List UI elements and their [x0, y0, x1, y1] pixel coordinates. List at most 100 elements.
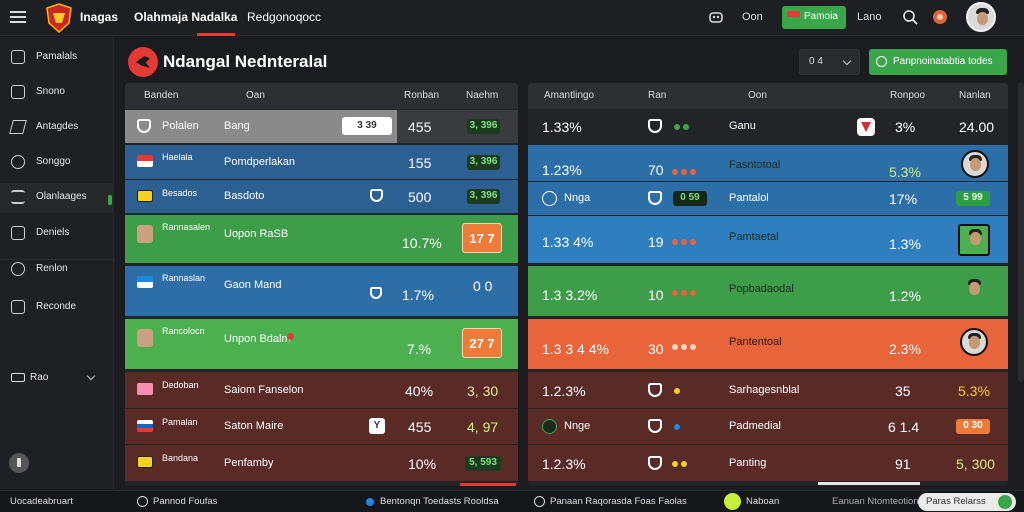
row-odds: 1.33% [542, 119, 582, 135]
table-row[interactable]: 1.3 3 4 4% 30 Pantentoal 2.3% [528, 319, 1008, 369]
row-team: Unpon Bdalm [224, 333, 291, 345]
top-bar: Inagas Olahmaja Nadalka Redgonoqocc Oon … [0, 0, 1024, 36]
sidebar-item-label: Renlon [36, 263, 68, 274]
flag-icon [137, 190, 153, 202]
row-name: Pamalan [162, 417, 198, 427]
settings-toggle[interactable]: Rao [0, 369, 114, 389]
table-header: Amantlingo Ran Oon Ronpoo Nanlan [528, 83, 1008, 109]
sidebar-item-7[interactable]: Renlon [0, 255, 114, 285]
flag-icon [787, 11, 800, 23]
table-row[interactable]: 1.33 4% 19 Pamtaetal 1.3% [528, 216, 1008, 263]
filter-select[interactable]: 0 4 [799, 49, 860, 75]
table-row[interactable]: Rancolocn Unpon Bdalm 7.% 27 7 [125, 319, 518, 369]
table-row[interactable]: Bandana Penfamby 10% 5, 593 [125, 445, 518, 481]
chat-icon [534, 496, 545, 507]
gamepad-icon[interactable] [708, 9, 724, 25]
row-score: 3, 396 [467, 189, 500, 204]
scrollbar[interactable] [1018, 82, 1024, 382]
footer-label: Uocadeabruart [10, 496, 73, 507]
row-pct: 1.3% [889, 236, 921, 252]
shield-icon [370, 189, 383, 202]
column-header: Ronban [404, 90, 440, 101]
top-link-lano[interactable]: Lano [857, 11, 882, 23]
sidebar-item-label: Songgo [36, 156, 71, 167]
row-pct: 91 [895, 456, 911, 472]
nav-link-main[interactable]: Olahmaja Nadalka [134, 10, 238, 24]
progress-indicator [460, 483, 516, 486]
right-table: Amantlingo Ran Oon Ronpoo Nanlan 1.33% G… [528, 83, 1008, 486]
footer-button-label: Paras Relarss [926, 496, 986, 507]
footer-input-text[interactable]: Eanuan Ntomteotion [832, 496, 919, 507]
sidebar-item-8[interactable]: Reconde [0, 293, 114, 323]
nav-link-secondary[interactable]: Redgonoqocc [247, 10, 322, 24]
row-odds: Nnge [564, 420, 591, 432]
flag-icon [137, 276, 153, 288]
row-score: 17 7 [462, 223, 502, 253]
footer-link[interactable]: Bentonqn Toedasts Rooldsa [380, 496, 499, 507]
status-icon [724, 493, 741, 510]
row-name: Dedoban [162, 380, 199, 390]
search-icon[interactable] [902, 9, 918, 25]
sidebar-item-2[interactable]: Snono [0, 78, 114, 108]
row-odds: 1.33 4% [542, 234, 594, 250]
table-row[interactable]: 1.2.3% Sarhagesnblal 35 5.3% [528, 372, 1008, 408]
row-team: Fasntotoal [729, 159, 781, 171]
table-row[interactable]: Haelala Pomdperlakan 155 3, 396 [125, 145, 518, 179]
table-row[interactable]: Pamalan Saton Maire Y 455 4, 97 [125, 409, 518, 444]
table-row[interactable]: Polalen Bang 3 39 455 3, 396 [125, 110, 518, 143]
sidebar-item-3[interactable]: Antagdes [0, 113, 114, 143]
table-row[interactable]: Dedoban Saiom Fanselon 40% 3, 30 [125, 372, 518, 408]
row-team: Gaon Mand [224, 279, 282, 291]
table-row[interactable]: Nnga 0 59 Pantalol 17% 5 99 [528, 182, 1008, 215]
row-pct: 6 1.4 [888, 419, 920, 435]
table-row[interactable]: 1.3 3.2% 10 Popbadaodal 1.2% [528, 266, 1008, 316]
shield-logo-icon[interactable] [45, 3, 73, 33]
row-team: Pamtaetal [729, 231, 779, 243]
sidebar-item-1[interactable]: Pamalals [0, 43, 114, 73]
check-icon [998, 495, 1012, 509]
notification-icon[interactable] [932, 9, 948, 25]
footer-link[interactable]: Naboan [746, 496, 780, 507]
live-button[interactable]: Pamoia [782, 6, 846, 29]
player-avatar [960, 328, 988, 356]
check-icon [876, 56, 887, 67]
row-odds: 1.2.3% [542, 383, 586, 399]
cta-label: Panpnoinatabtia todes [893, 56, 993, 67]
table-row[interactable]: Besados Basdoto 500 3, 396 [125, 180, 518, 213]
row-name: Haelala [162, 152, 193, 162]
row-pct: 17% [889, 191, 918, 207]
table-row[interactable]: 1.23% 70 Fasntotoal 5.3% [528, 145, 1008, 181]
sidebar-item-6[interactable]: Deniels [0, 219, 114, 249]
divider [0, 259, 114, 260]
top-link-oon[interactable]: Oon [742, 11, 763, 23]
row-value: 10% [408, 456, 437, 472]
sidebar-item-4[interactable]: Songgo [0, 148, 114, 178]
primary-action-button[interactable]: Panpnoinatabtia todes [869, 49, 1007, 75]
user-avatar[interactable] [966, 2, 996, 32]
table-row[interactable]: Rannasalen Uopon RaSB 10.7% 17 7 [125, 215, 518, 263]
brand-name[interactable]: Inagas [80, 10, 119, 24]
row-team: Saton Maire [224, 420, 284, 432]
row-tag[interactable]: 3 39 [342, 117, 392, 135]
row-nan: 5.3% [958, 383, 990, 399]
row-value: 455 [408, 119, 432, 135]
footer-link[interactable]: Pannod Foufas [153, 496, 218, 507]
sidebar: Pamalals Snono Antagdes Songgo Olanlaage… [0, 37, 114, 489]
shield-icon [648, 119, 662, 133]
table-row[interactable]: Rannaslan Gaon Mand 1.7% 0 0 [125, 266, 518, 316]
table-row[interactable]: Nnge Padmedial 6 1.4 0 30 [528, 409, 1008, 444]
shield-icon [137, 119, 151, 133]
footer-button[interactable]: Paras Relarss [918, 493, 1016, 511]
table-row[interactable]: 1.2.3% Panting 91 5, 300 [528, 445, 1008, 481]
nav-active-indicator [197, 33, 235, 36]
table-row[interactable]: 1.33% Ganu 3% 24.00 [528, 110, 1008, 143]
sidebar-item-label: Olanlaages [36, 191, 87, 202]
row-name: Rannaslan [162, 273, 206, 283]
menu-icon[interactable] [10, 11, 26, 23]
shield-icon [648, 419, 662, 433]
shield-icon [648, 456, 662, 470]
select-value: 0 4 [809, 56, 823, 67]
sidebar-item-5[interactable]: Olanlaages [0, 183, 114, 213]
info-button[interactable] [9, 453, 29, 473]
footer-link[interactable]: Panaan Raqorasda Foas Faolas [550, 496, 687, 507]
